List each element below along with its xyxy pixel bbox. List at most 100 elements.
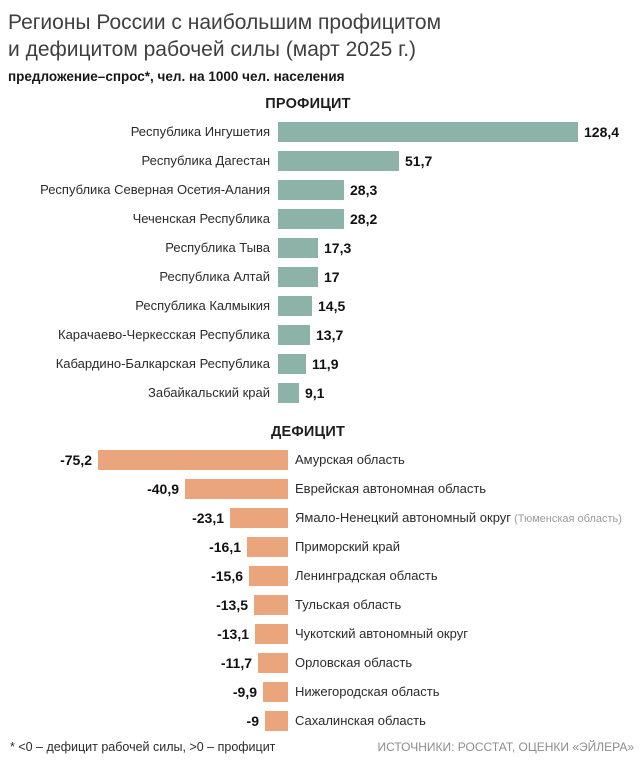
category-label: Амурская область [295, 452, 405, 468]
value-label: 28,3 [350, 181, 378, 198]
value-bar-group: -23,1 [8, 507, 288, 528]
bar [255, 623, 288, 644]
value-label: 51,7 [405, 152, 433, 169]
chart-row: -75,2 Амурская область [8, 449, 636, 470]
chart-row: Республика Северная Осетия-Алания 28,3 [8, 179, 636, 200]
surplus-section-title: ПРОФИЦИТ [265, 95, 351, 112]
bar [263, 681, 288, 702]
value-label: -9 [246, 712, 259, 729]
chart-row: -9,9 Нижегородская область [8, 681, 636, 702]
value-label: -16,1 [209, 538, 241, 555]
value-bar-group: -9,9 [8, 681, 288, 702]
chart-row: Забайкальский край 9,1 [8, 382, 636, 403]
value-bar-group: -13,5 [8, 594, 288, 615]
bar [278, 295, 312, 316]
bar [278, 150, 399, 171]
category-label: Чукотский автономный округ [295, 626, 468, 642]
value-bar-group: -9 [8, 710, 288, 731]
deficit-section-title: ДЕФИЦИТ [270, 423, 346, 440]
category-label: Ямало-Ненецкий автономный округ (Тюменск… [295, 510, 622, 526]
deficit-bars: -75,2 Амурская область -40,9 Еврейская авто… [8, 449, 636, 731]
value-label: 11,9 [312, 355, 339, 372]
bar [278, 208, 344, 229]
value-bar-group: -15,6 [8, 565, 288, 586]
chart-row: Чеченская Республика 28,2 [8, 208, 636, 229]
category-label: Ленинградская область [295, 568, 438, 584]
category-label: Еврейская автономная область [295, 481, 487, 497]
surplus-section: ПРОФИЦИТ Республика Ингушетия 128,4 Респуб… [8, 96, 636, 412]
bar [254, 594, 288, 615]
category-label: Республика Тыва [165, 240, 270, 256]
category-label: Тульская область [295, 597, 402, 613]
page-title: Регионы России с наибольшим профицитом и… [8, 10, 636, 64]
category-label: Кабардино-Балкарская Республика [55, 356, 270, 372]
value-bar-group: -75,2 [8, 449, 288, 470]
value-label: -13,1 [217, 625, 249, 642]
category-label: Республика Калмыкия [135, 298, 270, 314]
category-note: (Тюменская область) [511, 513, 622, 526]
chart-row: Республика Ингушетия 128,4 [8, 121, 636, 142]
value-label: 28,2 [350, 210, 378, 227]
category-label: Республика Ингушетия [130, 124, 270, 140]
surplus-bars: Республика Ингушетия 128,4 Республика Даге… [8, 121, 636, 403]
page-title-line1: Регионы России с наибольшим профицитом [8, 11, 442, 34]
bar [278, 382, 299, 403]
chart-row: -16,1 Приморский край [8, 536, 636, 557]
bar [278, 324, 310, 345]
chart-row: Республика Калмыкия 14,5 [8, 295, 636, 316]
category-label: Приморский край [295, 539, 400, 555]
page-subtitle: предложение–спрос*, чел. на 1000 чел. на… [8, 68, 345, 84]
chart-row: -15,6 Ленинградская область [8, 565, 636, 586]
bar [98, 449, 288, 470]
bar [278, 353, 306, 374]
category-label: Республика Алтай [159, 269, 270, 285]
value-label: -40,9 [147, 480, 179, 497]
chart-row: Карачаево-Черкесская Республика 13,7 [8, 324, 636, 345]
value-label: -23,1 [192, 509, 224, 526]
chart-row: -9 Сахалинская область [8, 710, 636, 731]
footer: * <0 – дефицит рабочей силы, >0 – профиц… [8, 740, 636, 756]
chart-row: -11,7 Орловская область [8, 652, 636, 673]
deficit-section: ДЕФИЦИТ -75,2 Амурская область -40,9 Еврейс… [8, 424, 636, 740]
value-label: -11,7 [220, 654, 252, 671]
footnote: * <0 – дефицит рабочей силы, >0 – профиц… [10, 740, 276, 754]
chart-row: Кабардино-Балкарская Республика 11,9 [8, 353, 636, 374]
category-label: Орловская область [295, 655, 413, 671]
value-label: 17,3 [324, 239, 352, 256]
value-label: 128,4 [584, 123, 620, 140]
bar [265, 710, 288, 731]
bar [249, 565, 288, 586]
bar [278, 266, 318, 287]
chart-row: -23,1 Ямало-Ненецкий автономный округ (Тю… [8, 507, 636, 528]
page-title-line2: и дефицитом рабочей силы (март 2025 г.) [8, 37, 417, 61]
value-label: -15,6 [211, 567, 243, 584]
value-label: 13,7 [316, 326, 344, 343]
chart-row: Республика Дагестан 51,7 [8, 150, 636, 171]
category-label: Республика Северная Осетия-Алания [40, 182, 270, 198]
sources-label: ИСТОЧНИКИ: РОССТАТ, ОЦЕНКИ «ЭЙЛЕРА» [377, 740, 634, 754]
category-label: Забайкальский край [147, 385, 270, 401]
bar [278, 121, 578, 142]
bar [278, 237, 318, 258]
category-label: Республика Дагестан [141, 153, 270, 169]
value-label: 14,5 [318, 297, 346, 314]
value-bar-group: -16,1 [8, 536, 288, 557]
bar [247, 536, 288, 557]
value-label: -9,9 [232, 683, 257, 700]
category-label: Сахалинская область [295, 713, 426, 729]
bar [230, 507, 288, 528]
category-label: Чеченская Республика [132, 211, 270, 227]
chart-row: -40,9 Еврейская автономная область [8, 478, 636, 499]
bar [278, 179, 344, 200]
value-bar-group: -11,7 [8, 652, 288, 673]
chart-row: -13,1 Чукотский автономный округ [8, 623, 636, 644]
value-bar-group: -40,9 [8, 478, 288, 499]
value-bar-group: -13,1 [8, 623, 288, 644]
chart-row: Республика Алтай 17 [8, 266, 636, 287]
chart-row: Республика Тыва 17,3 [8, 237, 636, 258]
category-label: Карачаево-Черкесская Республика [58, 327, 270, 343]
bar [258, 652, 288, 673]
value-label: 17 [324, 268, 340, 285]
bar [185, 478, 288, 499]
